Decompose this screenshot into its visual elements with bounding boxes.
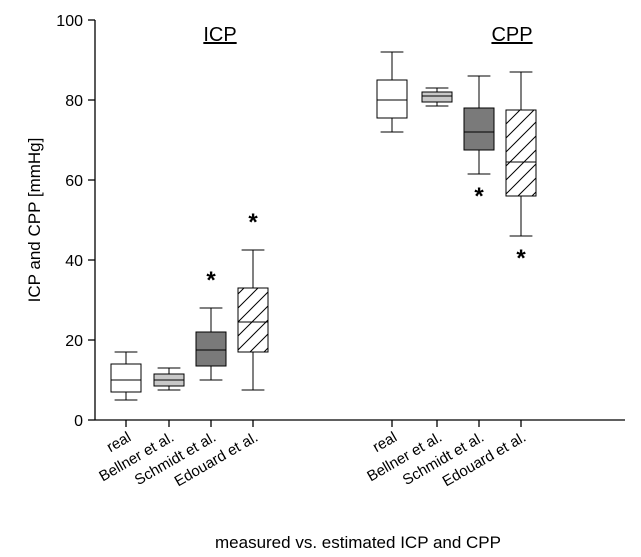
box-icp-3: [237, 287, 269, 353]
y-tick-label: 40: [65, 253, 83, 270]
y-tick-label: 20: [65, 333, 83, 350]
box-cpp-2: [463, 107, 495, 151]
labels: 0 20 40 60 80 100 ICP and CPP [mmHg] measured v…: [25, 13, 533, 552]
boxes: [110, 51, 537, 401]
y-tick-label: 0: [74, 413, 83, 430]
significance-star: *: [516, 245, 526, 272]
x-axis-title: measured vs. estimated ICP and CPP: [215, 533, 501, 552]
y-tick-label: 100: [56, 13, 83, 30]
significance-star: *: [474, 183, 484, 210]
group-title-icp: ICP: [203, 24, 236, 46]
significance-star: *: [248, 209, 258, 236]
y-tick-label: 60: [65, 173, 83, 190]
box-icp-2: [195, 331, 227, 367]
box-cpp-0: [376, 79, 408, 119]
box-cpp-3: [505, 109, 537, 197]
significance-star: *: [206, 267, 216, 294]
group-title-cpp: CPP: [491, 24, 532, 46]
box-cpp-1: [421, 91, 453, 103]
axes: [88, 19, 625, 427]
y-axis-title: ICP and CPP [mmHg]: [25, 138, 44, 303]
y-tick-label: 80: [65, 93, 83, 110]
box-icp-0: [110, 363, 142, 393]
